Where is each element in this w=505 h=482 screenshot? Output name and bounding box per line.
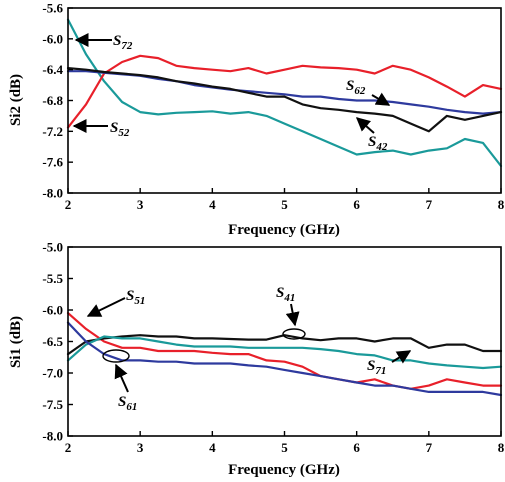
annotation-s42-arrow bbox=[355, 117, 375, 134]
x-tick-label: 3 bbox=[137, 197, 144, 212]
y-tick-label: -5.6 bbox=[42, 1, 63, 16]
annotation-s41-arrow bbox=[285, 303, 300, 327]
x-tick-label: 8 bbox=[498, 197, 505, 212]
x-tick-label: 6 bbox=[353, 197, 360, 212]
chart-bottom-ticks: 2 3 4 5 6 7 8 -8.0 -7.5 -7.0 -6.5 -6.0 -5.5 -5.0 bbox=[42, 240, 504, 456]
annotation-s51-arrow bbox=[86, 297, 126, 317]
annotation-s42-label: S42 bbox=[368, 134, 388, 153]
x-tick-label: 5 bbox=[281, 197, 288, 212]
x-tick-label: 2 bbox=[65, 440, 72, 455]
y-tick-label: -7.2 bbox=[42, 124, 63, 139]
y-tick-label: -7.6 bbox=[42, 155, 63, 170]
x-tick-label: 4 bbox=[209, 440, 216, 455]
y-tick-label: -7.5 bbox=[42, 397, 63, 412]
annotation-s61-marker bbox=[102, 349, 130, 363]
y-tick-label: -6.4 bbox=[42, 62, 63, 77]
annotation-s61: S61 bbox=[102, 349, 137, 413]
annotation-s41-label: S41 bbox=[276, 285, 295, 304]
series-s42 bbox=[66, 66, 503, 133]
annotation-s52: S52 bbox=[72, 119, 130, 139]
chart-bottom-xlabel: Frequency (GHz) bbox=[228, 462, 340, 478]
x-tick-label: 5 bbox=[281, 440, 288, 455]
chart-top-ylabel: Si2 (dB) bbox=[8, 74, 24, 126]
y-tick-label: -6.0 bbox=[42, 31, 63, 46]
x-tick-label: 7 bbox=[426, 440, 433, 455]
x-tick-label: 6 bbox=[353, 440, 360, 455]
annotation-s51-label: S51 bbox=[126, 288, 145, 307]
x-tick-label: 3 bbox=[137, 440, 144, 455]
series-s71 bbox=[66, 335, 503, 370]
y-tick-label: -5.0 bbox=[42, 240, 63, 255]
chart-top-ticks: 2 3 4 5 6 7 8 -8.0 -7.6 -7.2 -6.8 -6.4 -6.0 -5.6 bbox=[42, 1, 504, 213]
chart-top: 2 3 4 5 6 7 8 -8.0 -7.6 -7.2 -6.8 -6.4 -6.0 -5.6 Si2 … bbox=[8, 1, 505, 239]
annotation-s62-arrow bbox=[371, 92, 391, 106]
chart-top-series-layer bbox=[66, 18, 503, 168]
annotation-s72: S72 bbox=[74, 33, 133, 52]
x-tick-label: 7 bbox=[426, 197, 433, 212]
y-tick-label: -8.0 bbox=[42, 186, 63, 201]
annotation-s52-label: S52 bbox=[110, 120, 130, 139]
y-tick-label: -6.8 bbox=[42, 93, 63, 108]
x-tick-label: 8 bbox=[498, 440, 505, 455]
annotation-s41: S41 bbox=[276, 285, 306, 340]
y-tick-label: -6.0 bbox=[42, 303, 63, 318]
series-s72 bbox=[66, 18, 503, 168]
annotation-s72-label: S72 bbox=[113, 33, 133, 52]
y-tick-label: -8.0 bbox=[42, 429, 63, 444]
annotation-s61-label: S61 bbox=[118, 394, 137, 413]
annotation-s42: S42 bbox=[355, 117, 388, 153]
chart-bottom: 2 3 4 5 6 7 8 -8.0 -7.5 -7.0 -6.5 -6.0 -5.5 -5.0 Si1 … bbox=[8, 240, 505, 479]
x-tick-label: 2 bbox=[65, 197, 72, 212]
series-s51 bbox=[66, 312, 503, 390]
series-s61 bbox=[66, 321, 503, 397]
chart-top-frame bbox=[67, 7, 502, 194]
y-tick-label: -6.5 bbox=[42, 334, 63, 349]
annotation-s71: S71 bbox=[367, 350, 412, 377]
y-tick-label: -7.0 bbox=[42, 366, 63, 381]
series-s52 bbox=[66, 54, 503, 129]
annotation-s71-label: S71 bbox=[367, 358, 386, 377]
annotation-s62-label: S62 bbox=[346, 78, 366, 97]
x-tick-label: 4 bbox=[209, 197, 216, 212]
annotation-s62: S62 bbox=[346, 78, 391, 106]
annotation-s41-marker bbox=[282, 328, 306, 340]
series-s41 bbox=[66, 334, 503, 356]
annotation-s61-arrow bbox=[114, 363, 129, 393]
y-tick-label: -5.5 bbox=[42, 271, 63, 286]
chart-top-xlabel: Frequency (GHz) bbox=[228, 222, 340, 238]
annotation-s71-arrow bbox=[391, 350, 412, 364]
chart-bottom-series-layer bbox=[66, 312, 503, 397]
chart-bottom-ylabel: Si1 (dB) bbox=[8, 316, 24, 368]
annotation-s51: S51 bbox=[86, 288, 145, 317]
